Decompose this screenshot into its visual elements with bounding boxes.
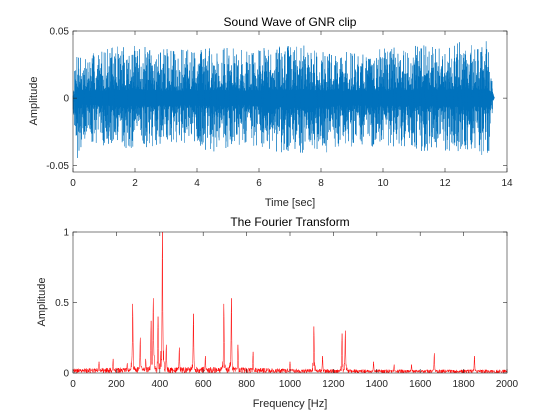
fourier-xlabel: Frequency [Hz] (253, 398, 328, 410)
fourier-xtick-label: 1000 (279, 379, 302, 390)
fourier-xtick-label: 400 (151, 379, 168, 390)
fourier-xtick-label: 2000 (496, 379, 519, 390)
sound-wave-ylabel: Amplitude (28, 77, 40, 126)
fourier-ylabel: Amplitude (36, 278, 48, 327)
sound-wave-xtick-label: 12 (439, 178, 451, 189)
sound-wave-title: Sound Wave of GNR clip (224, 15, 357, 29)
sound-wave-xlabel: Time [sec] (265, 197, 315, 209)
sound-wave-series-line (72, 41, 495, 159)
fourier-title: The Fourier Transform (230, 215, 349, 229)
sound-wave-ytick-label: -0.05 (46, 161, 69, 172)
fourier-ytick-label: 0 (63, 369, 69, 380)
fourier-xtick-label: 1200 (322, 379, 345, 390)
fourier-series-line (72, 231, 508, 374)
fourier-xtick-label: 600 (195, 379, 212, 390)
fourier-xtick-label: 1400 (366, 379, 389, 390)
fourier-ytick-label: 0.5 (55, 298, 69, 309)
fourier-xtick-label: 800 (238, 379, 255, 390)
fourier-axes-background (73, 232, 507, 373)
sound-wave-xtick-label: 8 (318, 178, 324, 189)
sound-wave-xtick-label: 6 (256, 178, 262, 189)
fourier-xtick-label: 1800 (452, 379, 475, 390)
fourier-transform-plot: 0 200 400 600 800 1000 1200 1400 1600 1800 2000 0 0.… (36, 215, 519, 410)
fourier-ytick-label: 1 (63, 228, 69, 239)
sound-wave-ytick-label: 0 (63, 94, 69, 105)
sound-wave-ytick-label: 0.05 (50, 27, 70, 38)
fourier-ticks: 0 200 400 600 800 1000 1200 1400 1600 1800 2000 0 0.… (55, 228, 518, 391)
fourier-xtick-label: 0 (70, 379, 76, 390)
sound-wave-xtick-label: 4 (194, 178, 200, 189)
fourier-xtick-label: 200 (108, 379, 125, 390)
sound-wave-xtick-label: 14 (501, 178, 513, 189)
fourier-xtick-label: 1600 (409, 379, 432, 390)
sound-wave-xtick-label: 0 (70, 178, 76, 189)
sound-wave-axes-box (72, 30, 508, 173)
sound-wave-xtick-label: 10 (377, 178, 389, 189)
sound-wave-xtick-label: 2 (132, 178, 138, 189)
